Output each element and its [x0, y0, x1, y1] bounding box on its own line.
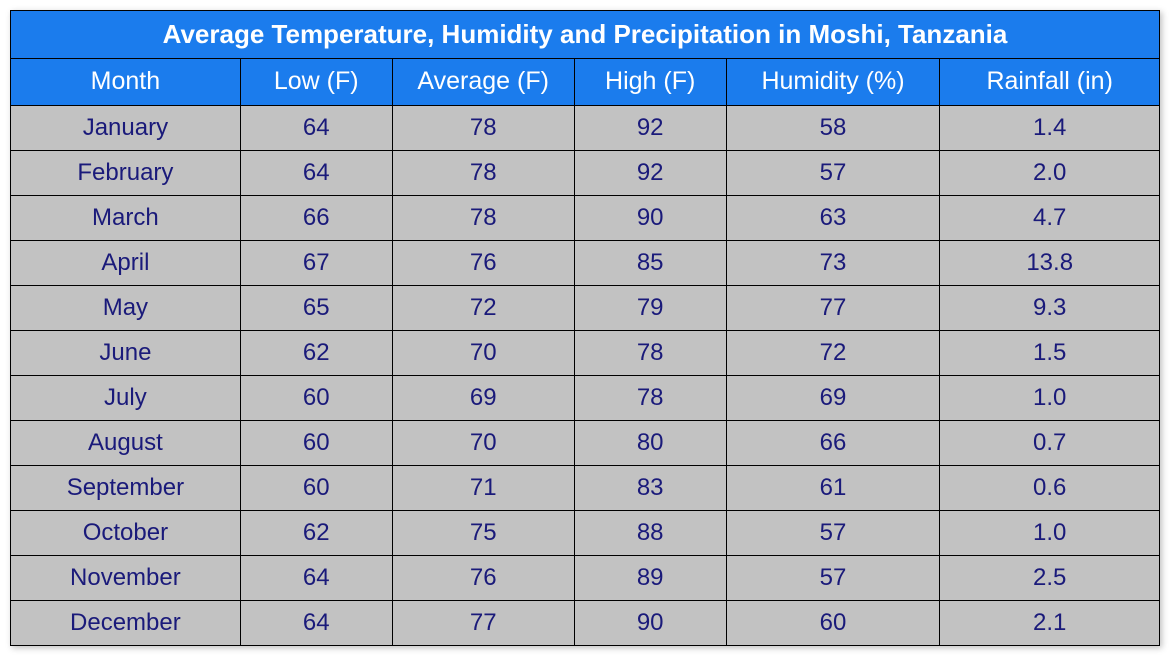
cell-humidity: 69	[726, 375, 940, 420]
table-row: July 60 69 78 69 1.0	[11, 375, 1160, 420]
cell-rainfall: 9.3	[940, 285, 1160, 330]
cell-average: 71	[392, 465, 574, 510]
col-header-rainfall: Rainfall (in)	[940, 59, 1160, 106]
table-row: January 64 78 92 58 1.4	[11, 105, 1160, 150]
cell-rainfall: 0.7	[940, 420, 1160, 465]
cell-rainfall: 13.8	[940, 240, 1160, 285]
cell-high: 79	[574, 285, 726, 330]
cell-average: 77	[392, 600, 574, 645]
climate-table: Average Temperature, Humidity and Precip…	[10, 10, 1160, 646]
cell-month: December	[11, 600, 241, 645]
cell-high: 85	[574, 240, 726, 285]
cell-average: 78	[392, 105, 574, 150]
cell-high: 78	[574, 330, 726, 375]
cell-high: 90	[574, 600, 726, 645]
cell-rainfall: 1.0	[940, 375, 1160, 420]
cell-low: 60	[240, 465, 392, 510]
cell-month: July	[11, 375, 241, 420]
cell-humidity: 73	[726, 240, 940, 285]
cell-low: 62	[240, 510, 392, 555]
cell-month: February	[11, 150, 241, 195]
table-row: June 62 70 78 72 1.5	[11, 330, 1160, 375]
cell-rainfall: 4.7	[940, 195, 1160, 240]
cell-high: 90	[574, 195, 726, 240]
cell-month: June	[11, 330, 241, 375]
cell-average: 70	[392, 330, 574, 375]
table-row: February 64 78 92 57 2.0	[11, 150, 1160, 195]
table-row: October 62 75 88 57 1.0	[11, 510, 1160, 555]
cell-average: 72	[392, 285, 574, 330]
cell-low: 60	[240, 375, 392, 420]
title-row: Average Temperature, Humidity and Precip…	[11, 11, 1160, 59]
cell-high: 92	[574, 105, 726, 150]
cell-low: 64	[240, 600, 392, 645]
cell-high: 78	[574, 375, 726, 420]
table-row: August 60 70 80 66 0.7	[11, 420, 1160, 465]
cell-low: 66	[240, 195, 392, 240]
cell-month: May	[11, 285, 241, 330]
cell-humidity: 58	[726, 105, 940, 150]
cell-low: 65	[240, 285, 392, 330]
cell-high: 92	[574, 150, 726, 195]
cell-humidity: 57	[726, 150, 940, 195]
cell-rainfall: 1.0	[940, 510, 1160, 555]
cell-average: 76	[392, 240, 574, 285]
table-title: Average Temperature, Humidity and Precip…	[11, 11, 1160, 59]
cell-humidity: 61	[726, 465, 940, 510]
cell-humidity: 72	[726, 330, 940, 375]
table-row: March 66 78 90 63 4.7	[11, 195, 1160, 240]
cell-low: 64	[240, 105, 392, 150]
cell-month: January	[11, 105, 241, 150]
cell-month: March	[11, 195, 241, 240]
cell-high: 80	[574, 420, 726, 465]
col-header-average: Average (F)	[392, 59, 574, 106]
cell-humidity: 66	[726, 420, 940, 465]
cell-month: August	[11, 420, 241, 465]
cell-average: 69	[392, 375, 574, 420]
cell-month: April	[11, 240, 241, 285]
col-header-high: High (F)	[574, 59, 726, 106]
cell-high: 83	[574, 465, 726, 510]
cell-rainfall: 2.0	[940, 150, 1160, 195]
col-header-month: Month	[11, 59, 241, 106]
cell-low: 62	[240, 330, 392, 375]
cell-rainfall: 1.5	[940, 330, 1160, 375]
col-header-low: Low (F)	[240, 59, 392, 106]
cell-low: 60	[240, 420, 392, 465]
cell-average: 78	[392, 150, 574, 195]
cell-humidity: 63	[726, 195, 940, 240]
cell-low: 64	[240, 150, 392, 195]
cell-rainfall: 1.4	[940, 105, 1160, 150]
table-row: September 60 71 83 61 0.6	[11, 465, 1160, 510]
cell-humidity: 77	[726, 285, 940, 330]
cell-average: 78	[392, 195, 574, 240]
table-row: May 65 72 79 77 9.3	[11, 285, 1160, 330]
col-header-humidity: Humidity (%)	[726, 59, 940, 106]
cell-month: October	[11, 510, 241, 555]
header-row: Month Low (F) Average (F) High (F) Humid…	[11, 59, 1160, 106]
cell-humidity: 60	[726, 600, 940, 645]
cell-month: September	[11, 465, 241, 510]
cell-high: 88	[574, 510, 726, 555]
cell-rainfall: 2.1	[940, 600, 1160, 645]
cell-humidity: 57	[726, 510, 940, 555]
table-row: December 64 77 90 60 2.1	[11, 600, 1160, 645]
cell-rainfall: 0.6	[940, 465, 1160, 510]
cell-average: 75	[392, 510, 574, 555]
table-row: April 67 76 85 73 13.8	[11, 240, 1160, 285]
cell-average: 70	[392, 420, 574, 465]
cell-low: 67	[240, 240, 392, 285]
